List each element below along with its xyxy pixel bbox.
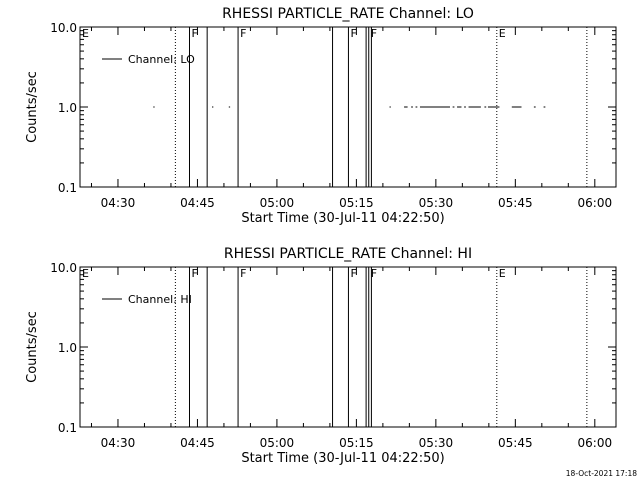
x-tick-label: 04:45 [180,436,215,450]
chart-title: RHESSI PARTICLE_RATE Channel: LO [222,6,474,22]
x-tick-label: 04:30 [101,196,136,210]
footer-timestamp: 18-Oct-2021 17:18 [566,469,637,478]
marker-label: E [82,267,89,280]
legend-label: Channel: HI [128,293,192,306]
marker-label: F [191,27,197,40]
x-tick-label: 05:15 [339,436,374,450]
x-tick-label: 04:45 [180,196,215,210]
marker-label: F [191,267,197,280]
y-tick-label: 0.1 [58,181,77,195]
y-axis-label: Counts/sec [25,311,40,383]
x-tick-label: 05:30 [419,196,454,210]
x-tick-label: 05:00 [260,436,295,450]
marker-label: F [350,27,356,40]
marker-label: F [371,27,377,40]
x-tick-label: 05:45 [498,436,533,450]
x-tick-label: 05:15 [339,196,374,210]
y-tick-label: 0.1 [58,421,77,435]
y-tick-label: 10.0 [50,261,77,275]
marker-label: F [350,267,356,280]
marker-label: F [371,267,377,280]
y-tick-label: 1.0 [58,341,77,355]
x-tick-label: 05:30 [419,436,454,450]
x-axis-label: Start Time (30-Jul-11 04:22:50) [241,211,444,226]
x-axis-label: Start Time (30-Jul-11 04:22:50) [241,451,444,466]
y-tick-label: 1.0 [58,101,77,115]
marker-label: E [499,27,506,40]
x-tick-label: 06:00 [578,436,613,450]
legend-label: Channel: LO [128,53,195,66]
x-tick-label: 05:00 [260,196,295,210]
y-axis-label: Counts/sec [25,71,40,143]
marker-label: F [240,27,246,40]
x-tick-label: 06:00 [578,196,613,210]
marker-label: E [499,267,506,280]
x-tick-label: 04:30 [101,436,136,450]
chart-title: RHESSI PARTICLE_RATE Channel: HI [224,246,472,262]
marker-label: E [82,27,89,40]
x-tick-label: 05:45 [498,196,533,210]
y-tick-label: 10.0 [50,21,77,35]
marker-label: F [240,267,246,280]
